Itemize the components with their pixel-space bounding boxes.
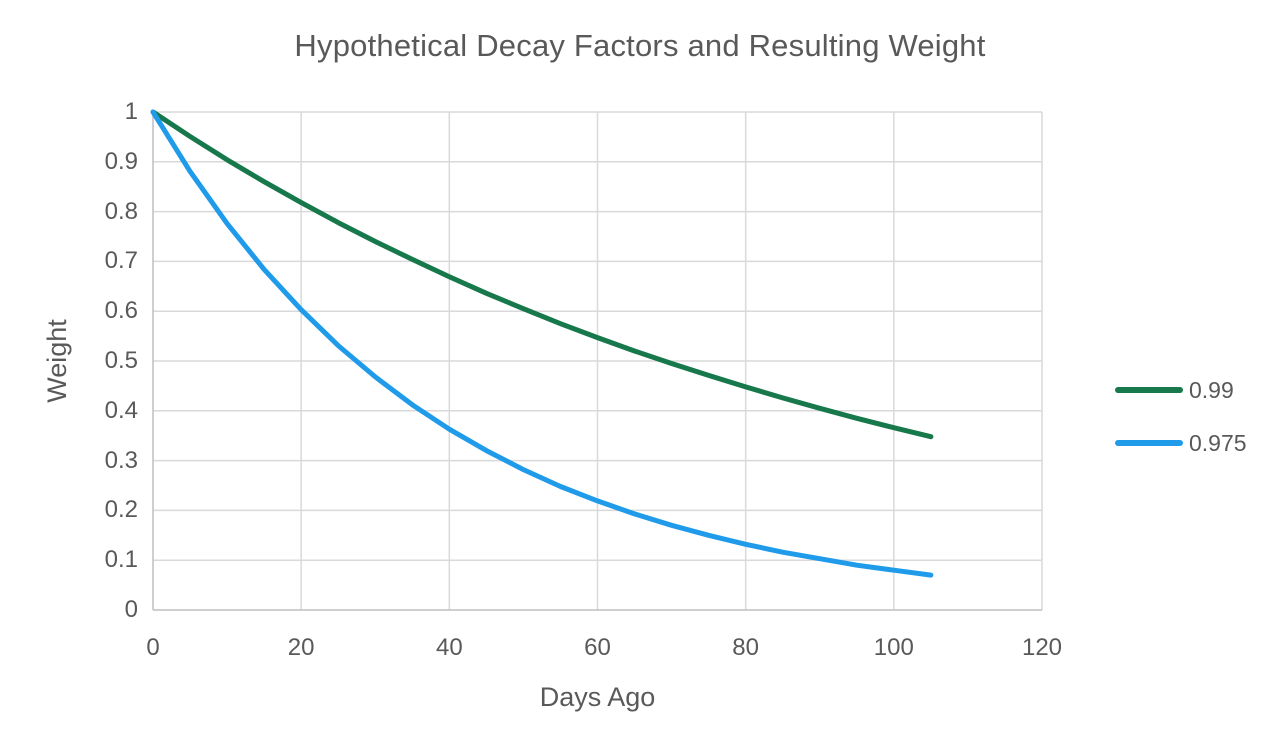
x-tick-label: 60 [584, 634, 611, 661]
x-tick-label: 20 [287, 634, 315, 661]
y-tick-label: 0.7 [104, 247, 138, 275]
y-tick-label: 0.9 [104, 147, 138, 175]
legend-label: 0.99 [1189, 376, 1234, 403]
y-tick-label: 0.8 [104, 197, 138, 225]
y-tick-label: 1 [124, 98, 138, 125]
legend-item-0.975: 0.975 [1115, 429, 1247, 457]
x-tick-label: 0 [146, 634, 160, 661]
y-tick-label: 0.5 [104, 347, 138, 374]
x-tick-label: 120 [1021, 634, 1063, 661]
legend-item-0.99: 0.99 [1115, 376, 1247, 404]
y-tick-label: 0.2 [104, 496, 138, 524]
series-line-0.975 [150, 109, 934, 578]
legend-label: 0.975 [1189, 429, 1247, 456]
x-tick-label: 40 [435, 634, 463, 661]
legend: 0.99 0.975 [1115, 376, 1247, 457]
series-line-0.99 [150, 109, 934, 440]
x-tick-label: 80 [732, 634, 759, 661]
legend-swatch-icon [1115, 387, 1183, 393]
y-tick-label: 0.3 [104, 446, 138, 474]
y-tick-label: 0 [124, 596, 138, 623]
x-tick-label: 100 [873, 634, 914, 661]
y-tick-label: 0.4 [104, 396, 138, 424]
y-tick-label: 0.1 [104, 546, 138, 574]
legend-swatch-icon [1115, 440, 1183, 446]
x-axis-title: Days Ago [539, 682, 656, 712]
chart-title: Hypothetical Decay Factors and Resulting… [294, 28, 986, 63]
y-tick-label: 0.6 [104, 297, 138, 325]
y-axis-title: Weight [42, 319, 72, 403]
